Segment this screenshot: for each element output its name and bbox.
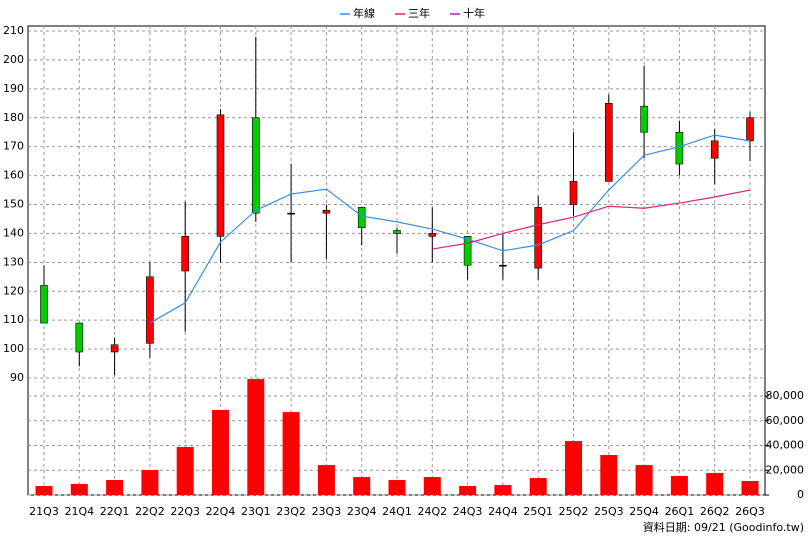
x-tick-label: 26Q3 (735, 505, 765, 518)
volume-bar (353, 477, 371, 495)
legend-label: 年線 (353, 6, 375, 20)
y2-tick-label: 20,000 (766, 463, 805, 476)
volume-bar (670, 475, 688, 495)
y-tick-label: 160 (3, 169, 24, 182)
legend-label: 三年 (408, 6, 430, 20)
x-tick-label: 24Q4 (488, 505, 518, 518)
y-tick-label: 90 (10, 371, 24, 384)
volume-bar (282, 412, 300, 495)
y2-tick-label: 0 (797, 488, 804, 501)
volume-bar (565, 441, 582, 495)
candle-body (604, 102, 613, 182)
x-tick-label: 21Q4 (64, 505, 94, 518)
y2-tick-label: 80,000 (766, 389, 805, 402)
candle-body (287, 212, 295, 215)
volume-bar (600, 455, 618, 495)
legend-label: 十年 (463, 6, 485, 20)
y-tick-label: 190 (3, 82, 24, 95)
ma-line (149, 134, 751, 324)
footer: 資料日期: 09/21 (Goodinfo.tw) (643, 520, 804, 534)
volume-bar (529, 478, 547, 495)
x-tick-label: 22Q1 (100, 505, 130, 518)
y-tick-label: 210 (3, 24, 24, 37)
x-tick-label: 23Q4 (347, 505, 377, 518)
x-tick-label: 22Q3 (170, 505, 200, 518)
volume-bar (635, 465, 653, 495)
candle-body (393, 230, 401, 234)
volume-bar (212, 409, 229, 495)
volume-bar (317, 465, 335, 495)
x-tick-label: 24Q2 (417, 505, 447, 518)
x-tick-label: 24Q3 (453, 505, 483, 518)
y-tick-label: 110 (3, 313, 24, 326)
candle-body (569, 181, 578, 205)
candle-body (181, 236, 189, 272)
candle-body (146, 276, 154, 344)
y-tick-label: 150 (3, 198, 24, 211)
volume-bar (176, 446, 194, 495)
candle-body (428, 233, 437, 237)
volume-bar (388, 480, 406, 495)
x-tick-label: 23Q2 (276, 505, 306, 518)
x-tick-label: 25Q4 (629, 505, 659, 518)
candle-body (322, 209, 331, 214)
x-tick-label: 25Q1 (523, 505, 553, 518)
candle-body (40, 285, 48, 324)
candle-body (746, 117, 754, 142)
candle-body (463, 236, 472, 266)
x-tick-label: 22Q2 (135, 505, 165, 518)
volume-bar (459, 485, 477, 495)
x-tick-label: 23Q1 (241, 505, 271, 518)
candle-body (357, 207, 366, 228)
y-tick-label: 130 (3, 255, 24, 268)
volume-bar (106, 480, 124, 495)
y-tick-label: 200 (3, 53, 24, 66)
candle-body (110, 344, 119, 353)
volume-bar (706, 472, 724, 495)
y-tick-label: 170 (3, 140, 24, 153)
candle-body (675, 131, 684, 165)
volume-bar (494, 484, 512, 495)
x-tick-label: 25Q2 (559, 505, 589, 518)
candle-body (534, 207, 543, 269)
y-tick-label: 180 (3, 111, 24, 124)
x-tick-label: 26Q2 (700, 505, 730, 518)
candle-body (216, 114, 225, 237)
candle-body (499, 264, 507, 267)
y2-tick-label: 60,000 (766, 414, 805, 427)
y2-tick-label: 40,000 (766, 439, 805, 452)
volume-bar (70, 483, 88, 495)
volume-bar (141, 470, 159, 495)
x-tick-label: 21Q3 (29, 505, 59, 518)
x-tick-label: 26Q1 (665, 505, 695, 518)
y-tick-label: 100 (3, 342, 24, 355)
y-tick-label: 120 (3, 284, 24, 297)
candle-body (640, 105, 648, 133)
volume-bar (247, 379, 265, 495)
x-tick-label: 25Q3 (594, 505, 624, 518)
ma-line (432, 189, 751, 250)
x-tick-label: 23Q3 (312, 505, 342, 518)
x-tick-label: 24Q1 (382, 505, 412, 518)
candle-body (252, 117, 260, 214)
volume-bar (423, 477, 441, 495)
candle-body (710, 140, 719, 159)
x-tick-label: 22Q4 (206, 505, 236, 518)
volume-bar (35, 485, 53, 495)
y-tick-label: 140 (3, 226, 24, 239)
volume-bar (741, 481, 759, 495)
candle-body (75, 322, 84, 353)
